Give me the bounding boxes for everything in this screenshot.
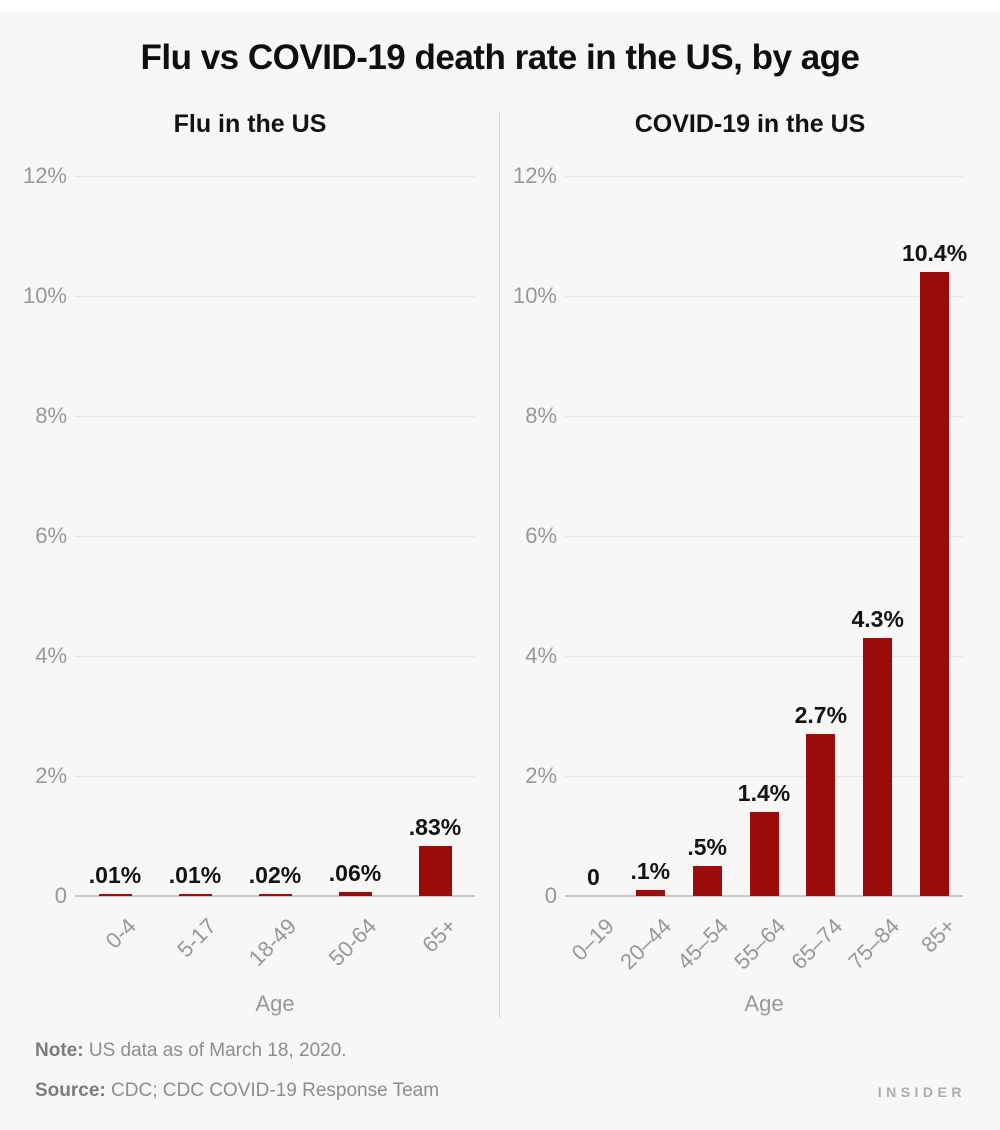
x-tick-label: 50-64 xyxy=(323,913,381,971)
bar-value-label: .01% xyxy=(88,862,142,888)
bar-value-label: .1% xyxy=(630,858,671,884)
y-tick-label: 0 xyxy=(544,883,557,908)
x-axis-line xyxy=(565,895,963,897)
gridline xyxy=(75,296,475,297)
y-tick-label: 10% xyxy=(22,283,67,308)
bar-value-label: .01% xyxy=(168,862,222,888)
bar-50-64 xyxy=(338,892,372,896)
gridline xyxy=(565,416,963,417)
y-tick-label: 0 xyxy=(54,883,67,908)
bar-45–54 xyxy=(692,866,722,896)
bar-85+ xyxy=(920,272,950,896)
covid-x-axis-label: Age xyxy=(744,991,784,1016)
y-tick-label: 8% xyxy=(525,403,557,428)
x-tick-label: 0-4 xyxy=(100,913,141,954)
bar-value-label: 4.3% xyxy=(851,606,904,632)
bar-value-label: .02% xyxy=(248,862,302,888)
x-tick-label: 20–44 xyxy=(615,913,677,975)
x-axis-line xyxy=(75,895,475,897)
y-tick-label: 4% xyxy=(35,643,67,668)
x-tick-label: 5-17 xyxy=(172,913,221,963)
x-tick-label: 0–19 xyxy=(567,913,620,966)
y-tick-label: 6% xyxy=(35,523,67,548)
source-label: Source: xyxy=(35,1080,106,1101)
flu-x-axis-label: Age xyxy=(255,991,295,1016)
x-tick-label: 65+ xyxy=(416,913,461,958)
top-strip xyxy=(0,0,1000,12)
source-line: Source: CDC; CDC COVID-19 Response Team xyxy=(35,1080,439,1102)
flu-panel-title: Flu in the US xyxy=(173,110,327,138)
gridline xyxy=(75,416,475,417)
bar-65+ xyxy=(418,846,452,896)
bar-value-label: .06% xyxy=(328,860,382,887)
chart-title: Flu vs COVID-19 death rate in the US, by… xyxy=(140,38,860,77)
bar-value-label: 2.7% xyxy=(794,702,848,728)
gridline xyxy=(75,176,475,177)
note-line: Note: US data as of March 18, 2020. xyxy=(35,1040,347,1062)
gridline xyxy=(565,776,963,777)
y-tick-label: 12% xyxy=(512,163,557,188)
bar-20–44 xyxy=(635,890,665,896)
covid-panel-title: COVID-19 in the US xyxy=(634,110,866,138)
bar-value-label: .5% xyxy=(687,834,727,860)
x-tick-label: 75–84 xyxy=(842,913,904,975)
gridline xyxy=(565,536,963,537)
bar-75–84 xyxy=(863,638,893,896)
x-tick-label: 45–54 xyxy=(672,913,734,975)
bar-55–64 xyxy=(749,812,779,896)
y-tick-label: 8% xyxy=(35,403,67,428)
y-tick-label: 4% xyxy=(525,643,557,668)
gridline xyxy=(565,296,963,297)
gridline xyxy=(75,536,475,537)
gridline xyxy=(565,176,963,177)
y-tick-label: 6% xyxy=(525,523,557,548)
x-tick-label: 85+ xyxy=(916,913,961,958)
gridline xyxy=(75,656,475,657)
panel-divider xyxy=(499,113,500,1018)
y-tick-label: 2% xyxy=(35,763,67,788)
bar-5-17 xyxy=(178,894,212,896)
x-tick-label: 65–74 xyxy=(785,913,847,975)
y-tick-label: 12% xyxy=(22,163,67,188)
bar-0-4 xyxy=(98,894,132,896)
note-label: Note: xyxy=(35,1040,84,1061)
y-tick-label: 10% xyxy=(512,283,557,308)
note-text: US data as of March 18, 2020. xyxy=(88,1040,347,1061)
source-text: CDC; CDC COVID-19 Response Team xyxy=(111,1080,440,1101)
x-tick-label: 55–64 xyxy=(729,913,790,975)
bar-18-49 xyxy=(258,894,292,896)
gridline xyxy=(75,776,475,777)
bar-value-label: 1.4% xyxy=(737,780,791,806)
bar-65–74 xyxy=(806,734,836,896)
bar-value-label: 0 xyxy=(587,864,600,890)
gridline xyxy=(565,656,963,657)
x-tick-label: 18-49 xyxy=(243,913,301,971)
y-tick-label: 2% xyxy=(525,763,557,788)
insider-logo: INSIDER xyxy=(877,1084,966,1100)
bar-value-label: 10.4% xyxy=(901,240,968,266)
bar-value-label: .83% xyxy=(408,814,462,841)
